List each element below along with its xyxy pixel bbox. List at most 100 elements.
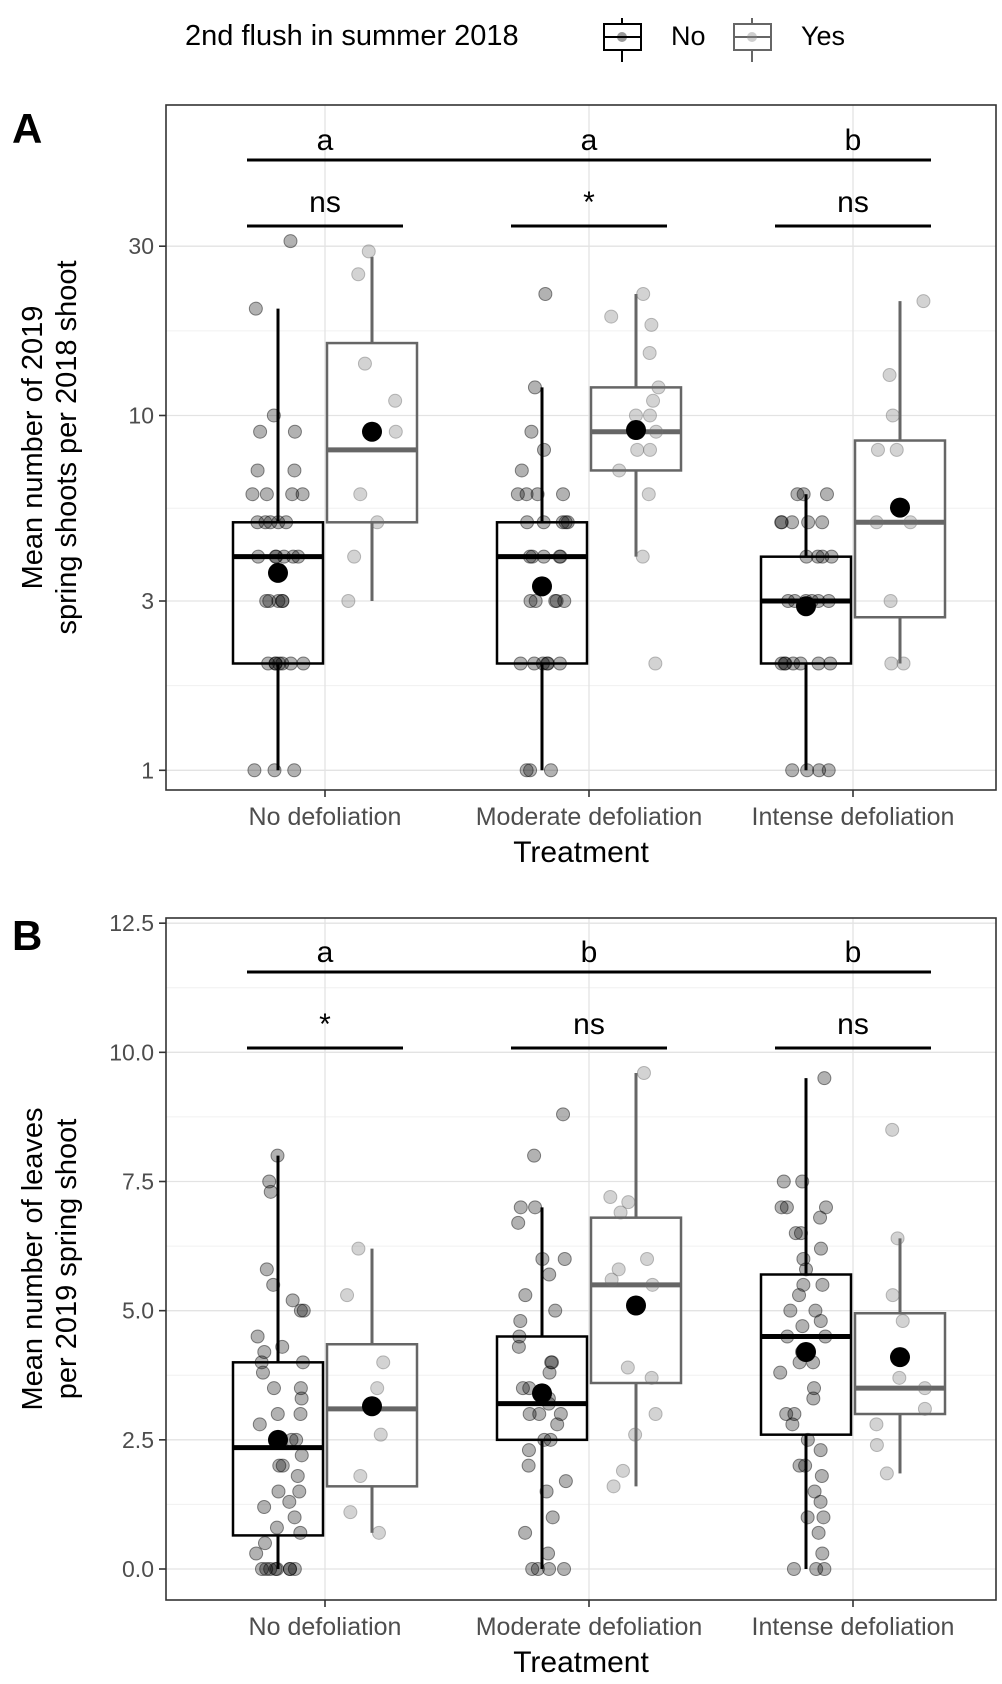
- data-point: [796, 1252, 811, 1266]
- data-point: [796, 1277, 811, 1292]
- group-letter: a: [581, 124, 598, 157]
- data-point: [557, 594, 572, 609]
- data-point: [536, 549, 551, 564]
- data-point: [643, 442, 658, 457]
- significance-label: ns: [837, 186, 869, 219]
- data-point: [819, 487, 834, 502]
- data-point: [620, 1360, 635, 1375]
- data-point: [793, 1226, 808, 1241]
- x-tick-label: Moderate defoliation: [476, 1613, 703, 1641]
- data-point: [373, 1427, 388, 1442]
- data-point: [779, 1407, 794, 1421]
- data-point: [292, 1484, 307, 1499]
- data-point: [527, 656, 542, 671]
- data-point: [780, 1329, 795, 1344]
- data-point: [606, 1479, 621, 1494]
- data-point: [542, 1267, 557, 1282]
- data-point: [287, 463, 302, 478]
- data-point: [340, 1288, 355, 1303]
- data-point: [548, 1303, 563, 1318]
- data-point: [513, 1200, 528, 1215]
- data-point: [263, 1562, 278, 1576]
- data-point: [628, 1427, 643, 1442]
- data-point: [785, 1417, 800, 1432]
- legend: 2nd flush in summer 2018 No Yes: [185, 18, 845, 62]
- data-point: [885, 1122, 900, 1137]
- data-point: [296, 656, 311, 671]
- data-point: [388, 424, 403, 439]
- data-point: [812, 763, 827, 778]
- data-point: [558, 515, 573, 530]
- y-tick-label: 7.5: [122, 1169, 154, 1195]
- data-point: [779, 1200, 794, 1215]
- data-point: [259, 1262, 274, 1277]
- data-point: [525, 549, 540, 564]
- box: [589, 386, 683, 472]
- mean-marker: [268, 562, 288, 583]
- data-point: [544, 1355, 559, 1370]
- data-point: [514, 463, 529, 478]
- data-point: [542, 1562, 557, 1576]
- data-point: [815, 515, 830, 530]
- data-point: [266, 408, 281, 423]
- data-point: [248, 301, 263, 316]
- data-point: [296, 1303, 311, 1318]
- data-point: [774, 515, 789, 530]
- data-point: [790, 487, 805, 502]
- data-point: [528, 594, 543, 609]
- data-point: [293, 1525, 308, 1540]
- data-point: [530, 1562, 545, 1576]
- data-point: [549, 594, 564, 609]
- data-point: [283, 1562, 298, 1576]
- data-point: [249, 1546, 264, 1561]
- legend-key-yes: [733, 18, 772, 62]
- box: [325, 1343, 419, 1488]
- data-point: [270, 1407, 285, 1421]
- data-point: [539, 1484, 554, 1499]
- data-point: [611, 1262, 626, 1277]
- box: [853, 439, 947, 619]
- data-point: [294, 1448, 309, 1463]
- y-tick-label: 0.0: [122, 1556, 154, 1582]
- data-point: [532, 1407, 547, 1421]
- data-point: [917, 1401, 932, 1416]
- data-point: [879, 1466, 894, 1481]
- data-point: [271, 515, 286, 530]
- significance-label: *: [319, 1008, 331, 1041]
- data-point: [541, 1546, 556, 1561]
- data-point: [353, 1469, 368, 1483]
- data-point: [370, 515, 385, 530]
- plot-area: [166, 105, 996, 790]
- data-point: [815, 1277, 830, 1292]
- data-point: [889, 442, 904, 457]
- data-point: [528, 1200, 543, 1215]
- data-point: [777, 656, 792, 671]
- data-point: [884, 656, 899, 671]
- data-point: [291, 549, 306, 564]
- data-point: [542, 1365, 557, 1380]
- data-point: [785, 763, 800, 778]
- data-point: [885, 1288, 900, 1303]
- data-point: [814, 1469, 829, 1483]
- box: [495, 1335, 589, 1442]
- data-point: [270, 1148, 285, 1163]
- data-point: [869, 1438, 884, 1452]
- data-point: [513, 1314, 528, 1328]
- data-point: [523, 594, 538, 609]
- data-point: [555, 515, 570, 530]
- data-point: [615, 1463, 630, 1478]
- data-point: [285, 1293, 300, 1308]
- data-point: [552, 549, 567, 564]
- data-point: [774, 1200, 789, 1215]
- box: [495, 521, 589, 665]
- data-point: [813, 1241, 828, 1256]
- data-point: [524, 424, 539, 439]
- data-point: [252, 1417, 267, 1432]
- data-point: [287, 763, 302, 778]
- data-point: [809, 1562, 824, 1576]
- data-point: [786, 656, 801, 671]
- data-point: [271, 1484, 286, 1499]
- mean-marker: [532, 1383, 552, 1404]
- box: [589, 1216, 683, 1385]
- data-point: [523, 763, 538, 778]
